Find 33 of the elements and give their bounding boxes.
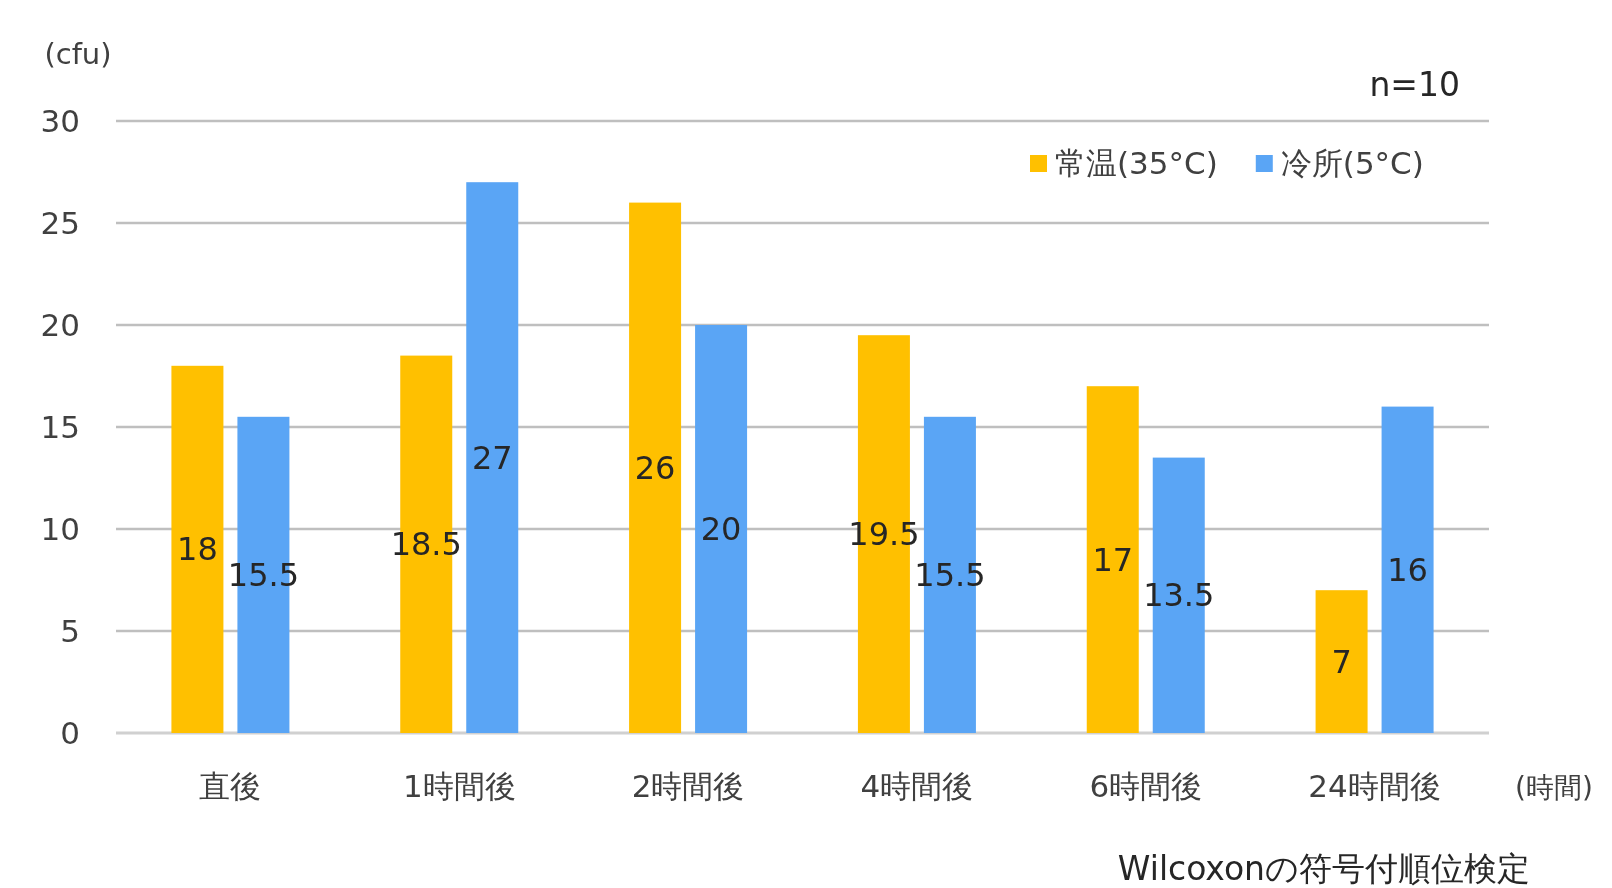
bar [466,182,519,733]
data-label: 17 [1092,540,1134,579]
data-label: 7 [1331,642,1352,681]
y-tick-label: 30 [40,103,80,139]
y-tick-label: 20 [40,307,80,343]
x-tick-label: 6時間後 [1089,768,1203,804]
data-label: 20 [700,510,742,548]
x-axis-title: (時間) [1515,771,1593,804]
text: n=10 [1369,65,1460,104]
y-tick-label: 15 [40,409,80,445]
bar [1086,386,1139,733]
bar [629,202,682,733]
legend-label: 冷所(5°C) [1280,145,1424,181]
y-tick-label: 0 [60,715,80,751]
y-tick-label: 5 [60,613,80,649]
y-tick-label: 25 [40,205,80,241]
x-tick-label: 1時間後 [402,768,516,804]
x-tick-label: 2時間後 [631,768,745,804]
bar [695,325,748,733]
data-label: 18 [177,530,218,569]
text: Wilcoxonの符号付順位検定 [1117,849,1530,888]
data-label: 26 [634,448,676,487]
legend-label: 常温(35°C) [1055,145,1218,181]
bar [171,365,224,733]
x-tick-label: 4時間後 [860,768,974,804]
y-axis-title: (cfu) [44,37,112,71]
data-label: 16 [1387,550,1428,589]
data-label: 27 [471,438,513,477]
bar [1315,590,1368,733]
y-tick-label: 10 [40,511,80,547]
x-tick-label: 直後 [199,768,262,804]
bar [1381,406,1434,733]
x-tick-label: 24時間後 [1308,768,1441,804]
